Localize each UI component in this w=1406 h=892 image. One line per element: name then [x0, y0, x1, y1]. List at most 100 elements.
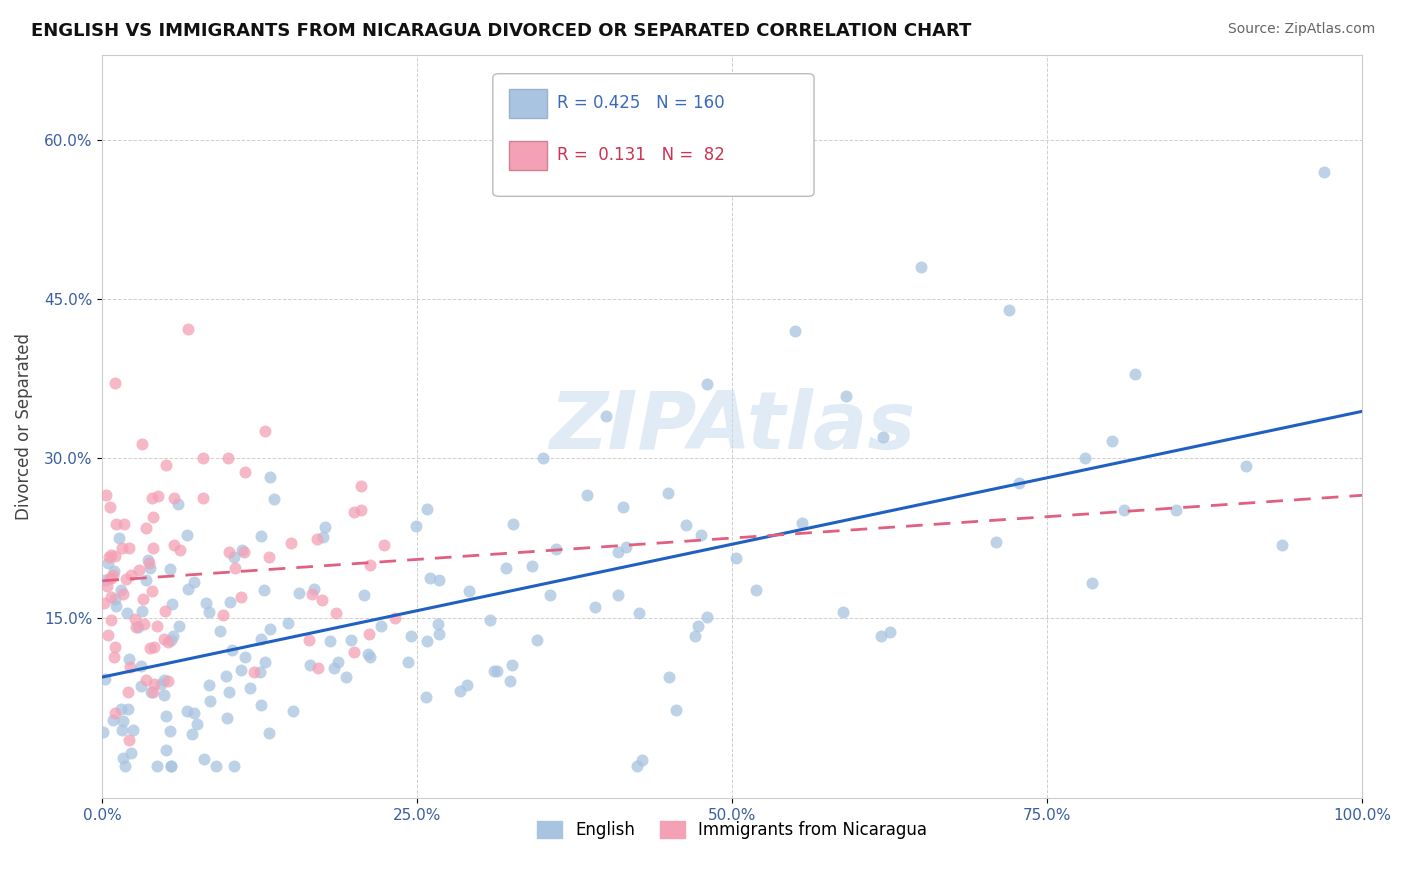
Point [328, 655, 350, 669]
Point [595, 409, 617, 423]
Point [869, 629, 891, 643]
Point [129, 679, 152, 693]
Point [233, 465, 256, 479]
Point [350, 503, 373, 517]
Point [152, 632, 174, 646]
Point [139, 561, 162, 575]
Point [1313, 165, 1336, 179]
Point [121, 723, 143, 738]
Point [250, 632, 273, 647]
Point [250, 698, 273, 713]
Point [138, 556, 160, 570]
Point [127, 620, 149, 634]
Point [259, 622, 281, 636]
Point [107, 531, 129, 545]
Point [98, 500, 121, 515]
Point [118, 732, 141, 747]
Point [145, 759, 167, 773]
Point [325, 606, 347, 620]
Point [215, 711, 238, 725]
Point [105, 516, 128, 531]
Point [575, 488, 598, 502]
Point [93, 595, 115, 609]
Point [183, 574, 205, 589]
Point [318, 633, 340, 648]
Point [359, 558, 381, 573]
Point [986, 535, 1008, 549]
Point [288, 585, 311, 599]
Point [118, 541, 141, 555]
Point [98, 571, 121, 585]
Point [250, 529, 273, 543]
Point [373, 538, 395, 552]
Point [167, 618, 190, 632]
Point [305, 532, 328, 546]
Point [191, 451, 214, 466]
Point [614, 540, 637, 554]
Point [149, 676, 172, 690]
Point [166, 497, 188, 511]
Point [112, 516, 135, 531]
Point [785, 324, 807, 338]
Point [335, 670, 357, 684]
Point [658, 670, 681, 684]
Point [91, 724, 114, 739]
Point [131, 604, 153, 618]
Point [353, 589, 375, 603]
Point [103, 376, 125, 390]
Point [502, 517, 524, 532]
Point [139, 640, 162, 655]
Point [104, 591, 127, 606]
Point [419, 572, 441, 586]
Point [612, 500, 634, 514]
Point [1112, 503, 1135, 517]
Point [1074, 451, 1097, 466]
Point [135, 573, 157, 587]
Point [163, 538, 186, 552]
Point [301, 586, 323, 600]
Point [111, 751, 134, 765]
Point [343, 645, 366, 659]
Point [229, 663, 252, 677]
FancyBboxPatch shape [509, 141, 547, 170]
Point [129, 658, 152, 673]
FancyBboxPatch shape [509, 88, 547, 119]
Point [143, 677, 166, 691]
Text: R =  0.131   N =  82: R = 0.131 N = 82 [557, 146, 725, 164]
Point [1101, 434, 1123, 448]
Point [834, 389, 856, 403]
Point [96, 579, 118, 593]
Point [157, 635, 180, 649]
Point [449, 683, 471, 698]
Point [427, 627, 450, 641]
Point [118, 660, 141, 674]
Point [110, 582, 132, 597]
Point [98, 549, 121, 564]
Point [253, 655, 276, 669]
Point [124, 612, 146, 626]
Point [520, 559, 543, 574]
Point [139, 685, 162, 699]
Text: R = 0.425   N = 160: R = 0.425 N = 160 [557, 95, 724, 112]
Point [214, 669, 236, 683]
Point [872, 430, 894, 444]
Point [115, 606, 138, 620]
Point [243, 665, 266, 679]
Point [416, 502, 439, 516]
Point [224, 759, 246, 773]
Point [357, 626, 380, 640]
Point [162, 629, 184, 643]
Point [114, 572, 136, 586]
Point [456, 678, 478, 692]
Point [399, 629, 422, 643]
Point [141, 584, 163, 599]
Point [312, 530, 335, 544]
Point [501, 657, 523, 672]
Point [128, 563, 150, 577]
Point [132, 617, 155, 632]
Point [160, 597, 183, 611]
Point [1271, 538, 1294, 552]
Point [103, 564, 125, 578]
Point [696, 377, 718, 392]
Point [280, 536, 302, 550]
